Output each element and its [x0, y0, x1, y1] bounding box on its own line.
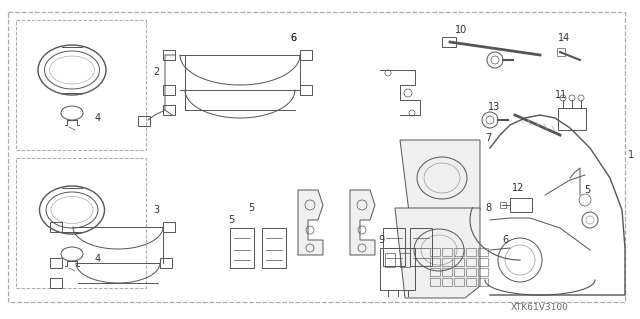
Bar [262, 228, 286, 268]
Text: 13: 13 [488, 102, 500, 112]
Bar [163, 222, 175, 232]
Text: 6: 6 [502, 235, 508, 245]
Text: 2: 2 [153, 67, 159, 77]
Bar [400, 253, 410, 267]
Bar [50, 258, 62, 268]
Text: 6: 6 [290, 33, 296, 43]
Bar [466, 268, 476, 276]
Text: 8: 8 [485, 203, 491, 213]
Bar [230, 228, 254, 268]
Polygon shape [395, 208, 480, 298]
Bar [430, 268, 440, 276]
Bar [442, 258, 452, 266]
Bar [163, 50, 175, 60]
Bar [510, 198, 532, 212]
Text: XTK61V3100: XTK61V3100 [511, 303, 569, 313]
Bar [300, 50, 312, 60]
Text: 14: 14 [558, 33, 570, 43]
Text: 12: 12 [512, 183, 524, 193]
Bar [442, 278, 452, 286]
Bar [380, 248, 415, 290]
Bar [300, 85, 312, 95]
Bar [430, 258, 440, 266]
Bar [478, 258, 488, 266]
Bar [160, 258, 172, 268]
Text: 7: 7 [485, 133, 492, 143]
Text: 9: 9 [378, 235, 384, 245]
Bar [16, 158, 146, 288]
Bar [442, 37, 456, 47]
Bar [466, 278, 476, 286]
Bar [500, 202, 506, 208]
Bar [442, 248, 452, 256]
Bar [442, 268, 452, 276]
Bar [163, 85, 175, 95]
Bar [557, 48, 565, 56]
Bar [16, 20, 146, 150]
Text: 4: 4 [95, 113, 101, 123]
Bar [454, 268, 464, 276]
Text: 6: 6 [290, 33, 296, 43]
Bar [50, 222, 62, 232]
Bar [478, 268, 488, 276]
Text: 3: 3 [153, 205, 159, 215]
Bar [454, 278, 464, 286]
Text: 4: 4 [95, 254, 101, 264]
Text: 5: 5 [584, 185, 590, 195]
Bar [430, 278, 440, 286]
Polygon shape [350, 190, 375, 255]
Polygon shape [298, 190, 323, 255]
Text: 5: 5 [248, 203, 254, 213]
Bar [466, 248, 476, 256]
Bar [478, 278, 488, 286]
Bar [385, 253, 395, 267]
Bar [383, 228, 405, 266]
Text: 11: 11 [555, 90, 567, 100]
Bar [410, 228, 432, 266]
Polygon shape [400, 140, 480, 220]
Text: 1: 1 [628, 150, 634, 160]
Text: 5: 5 [228, 215, 234, 225]
Bar [454, 258, 464, 266]
Text: 10: 10 [455, 25, 467, 35]
Bar [558, 108, 586, 130]
Bar [466, 258, 476, 266]
Bar [50, 278, 62, 288]
Bar [478, 248, 488, 256]
Bar [138, 116, 150, 126]
Bar [454, 248, 464, 256]
Bar [430, 248, 440, 256]
Bar [163, 105, 175, 115]
